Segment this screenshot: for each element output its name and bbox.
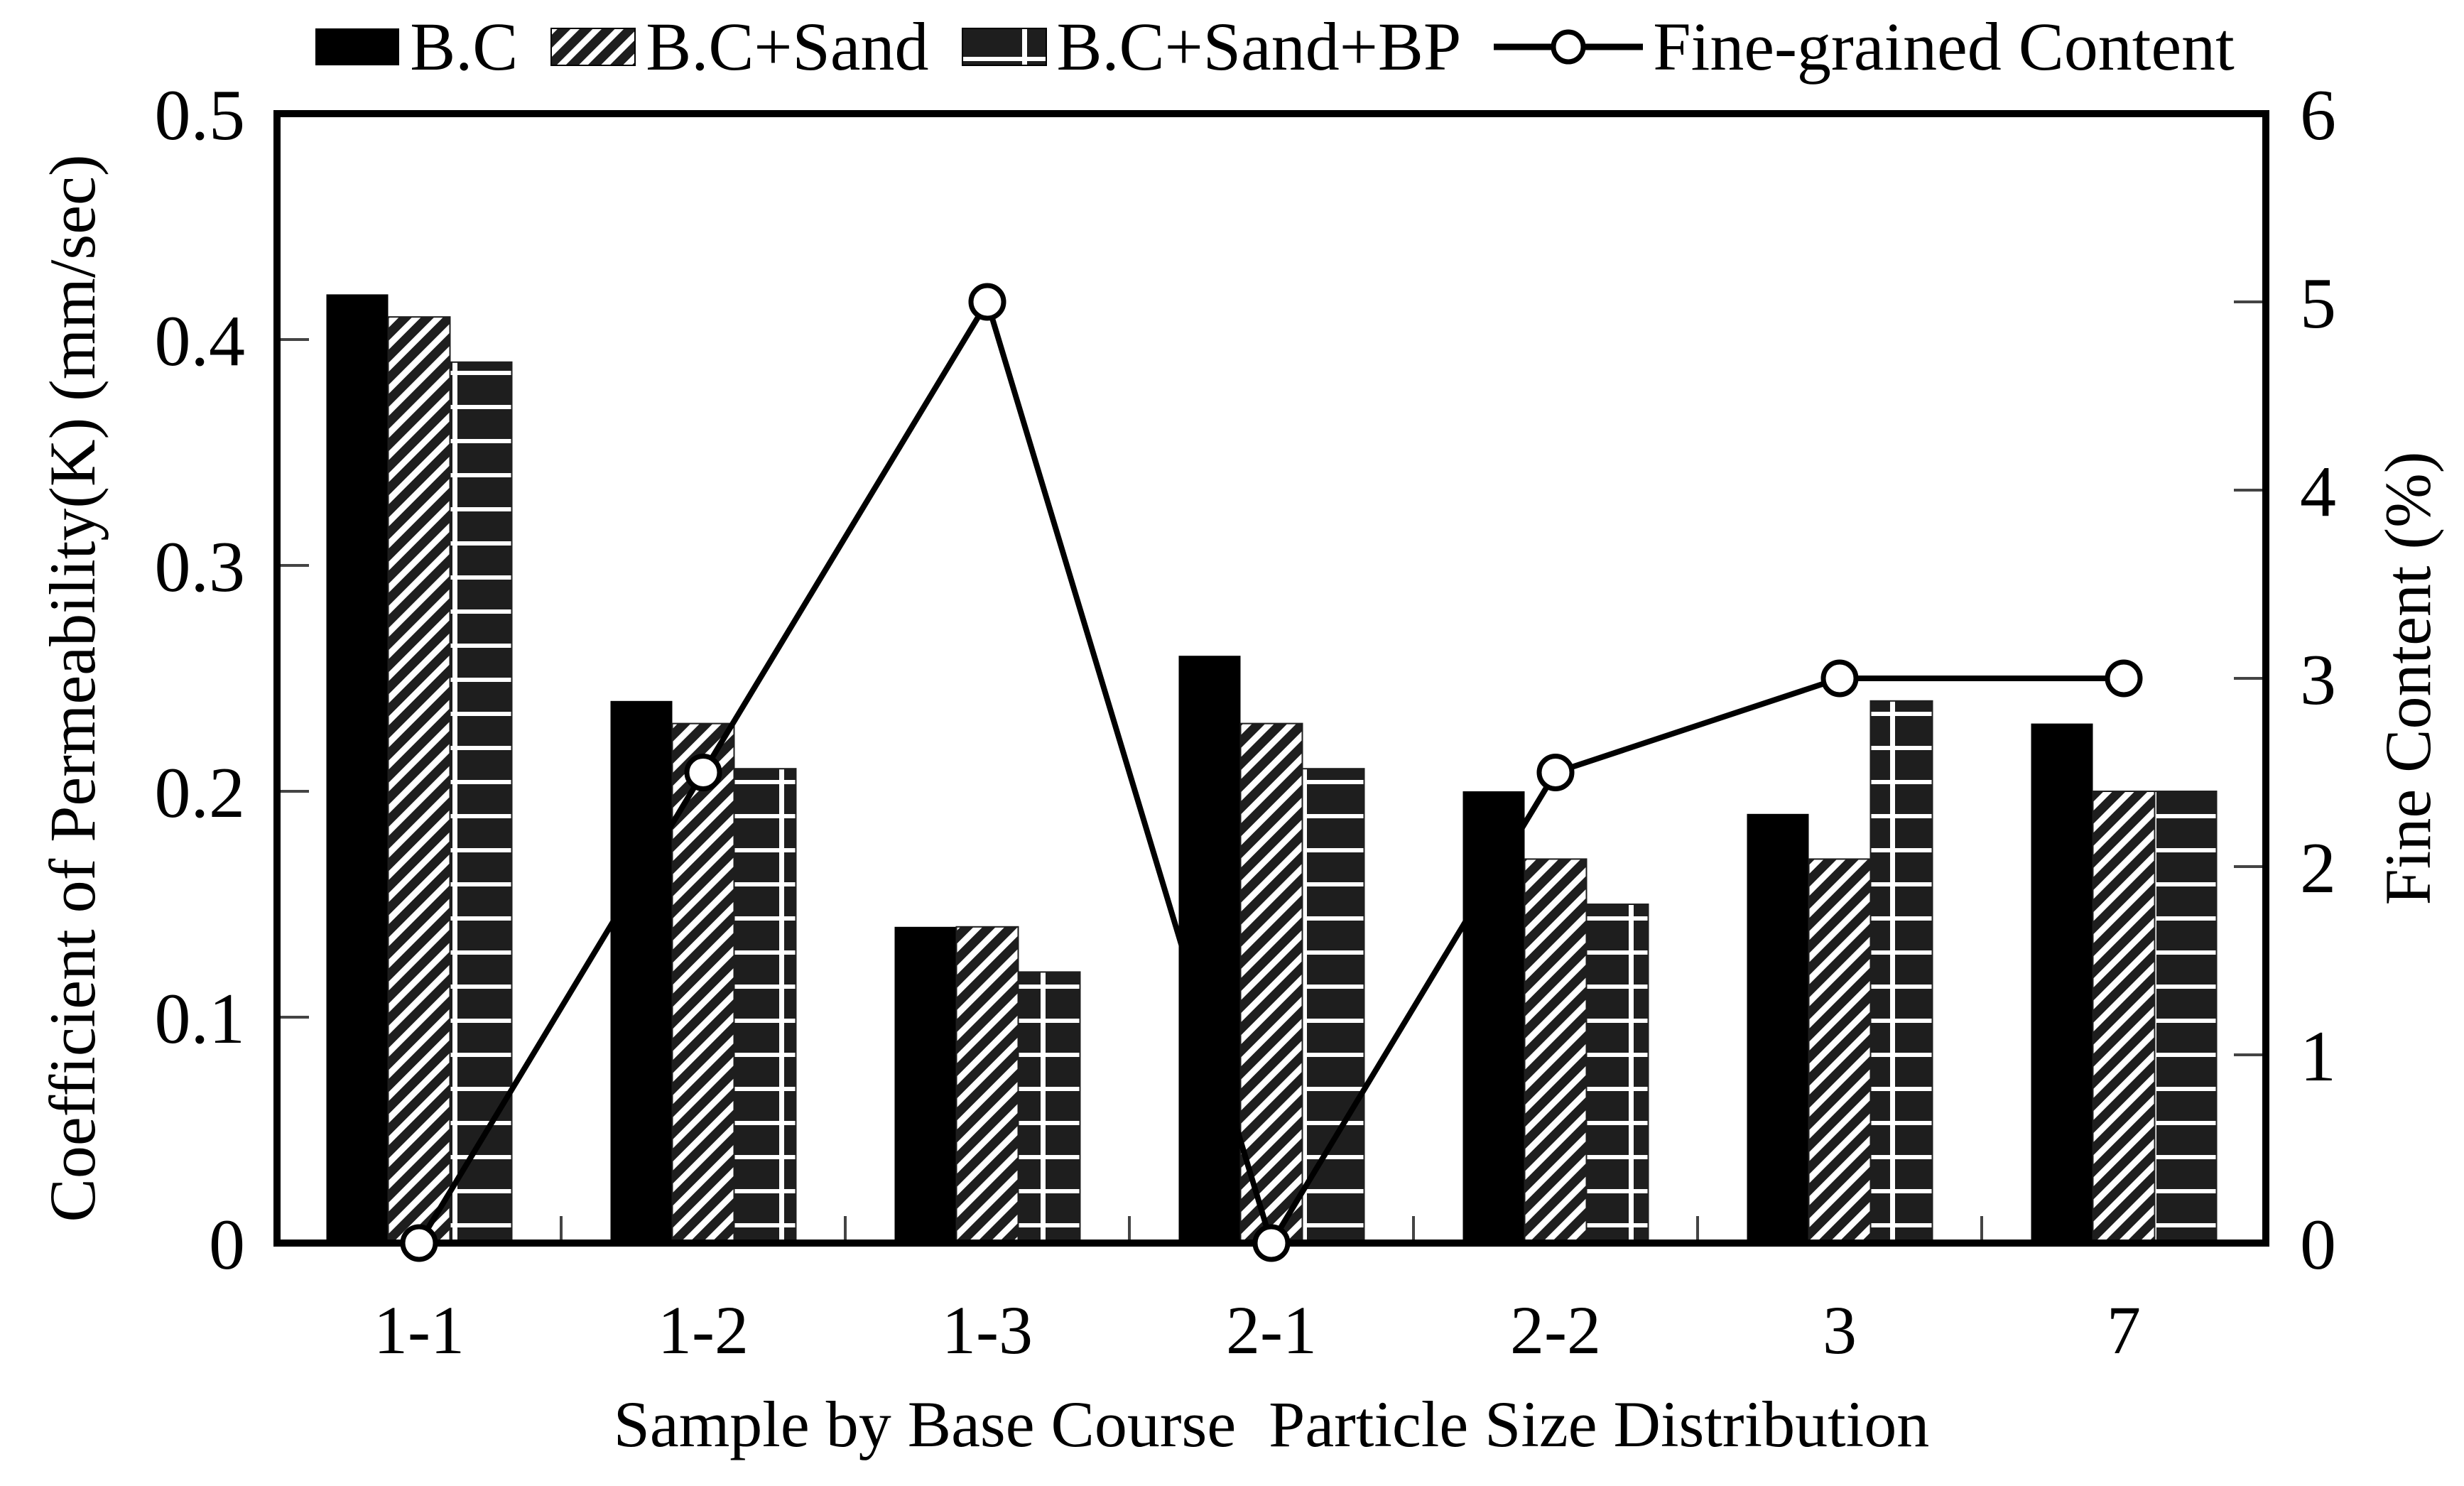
left-axis-label-0-4: 0.4 [155,301,246,381]
bar-series-group [326,294,2218,1244]
bar-b-c-3 [1747,813,1809,1243]
x-category-label-1-1: 1-1 [374,1292,465,1368]
bar-b-c-1-1 [326,294,389,1243]
x-category-label-1-2: 1-2 [658,1292,749,1368]
right-axis-title: Fine Content (%) [2372,451,2444,906]
x-category-label-3: 3 [1823,1292,1857,1368]
bar-b-c-sand-1-1 [387,316,451,1244]
marker-open-circle-1-3 [968,283,1006,321]
marker-open-circle-3 [1820,659,1859,698]
left-axis-title: Coefficient of Permeability(K) (mm/sec) [36,154,109,1222]
bar-b-c-1-3 [894,926,957,1243]
chart-legend: B.C B.C+Sand B.C+Sand+BP Fine-grained Conte… [85,6,2464,88]
bar-b-c-sand-7 [2092,791,2156,1244]
left-axis-label-0-1: 0.1 [155,979,246,1059]
legend-label: B.C [410,9,519,85]
legend-label: B.C+Sand [646,9,929,85]
bar-b-c-sand-2-2 [1524,858,1588,1244]
right-axis-label-4: 4 [2300,452,2336,532]
bar-b-c-sand-1-2 [671,722,735,1244]
bar-b-c-2-1 [1178,656,1241,1243]
right-axis-label-0: 0 [2300,1205,2336,1285]
bar-b-c-2-2 [1462,791,1525,1243]
bar-b-c-sand-1-3 [955,926,1019,1244]
bar-b-c-7 [2031,723,2093,1243]
right-axis-label-2: 2 [2300,828,2336,909]
bar-b-c-sand-bp-2-1 [1301,768,1365,1244]
left-axis-label-0-5: 0.5 [155,75,246,156]
right-axis-label-6: 6 [2300,75,2336,156]
bar-b-c-sand-bp-1-2 [733,768,797,1244]
legend-label: Fine-grained Content [1653,9,2235,85]
x-category-label-2-1: 2-1 [1226,1292,1317,1368]
legend-item-fine-grained-content: Fine-grained Content [1494,9,2235,85]
legend-label: B.C+Sand+BP [1056,9,1462,85]
line-marker-sample-icon [1494,29,1644,65]
marker-open-circle-7 [2105,659,2143,698]
left-axis-label-0-2: 0.2 [155,753,246,833]
left-axis-label-0: 0 [209,1205,245,1285]
bar-b-c-1-2 [610,700,673,1243]
legend-item-b-c-sand-bp: B.C+Sand+BP [961,9,1462,85]
right-axis-label-3: 3 [2300,640,2336,720]
bar-b-c-sand-bp-2-2 [1585,904,1649,1244]
bar-b-c-sand-bp-7 [2154,791,2218,1244]
left-axis-label-0-3: 0.3 [155,527,246,607]
swatch-solid-black-icon [315,28,400,65]
axis-ticks [281,300,2262,1240]
marker-open-circle-1-1 [400,1224,438,1262]
marker-open-circle-2-2 [1536,754,1575,791]
legend-item-b-c-sand: B.C+Sand [550,9,929,85]
x-category-label-7: 7 [2107,1292,2141,1368]
x-category-label-2-2: 2-2 [1510,1292,1601,1368]
right-axis-label-1: 1 [2300,1016,2336,1097]
legend-item-b-c: B.C [315,13,518,81]
marker-open-circle-2-1 [1252,1224,1291,1262]
x-axis-title: Sample by Base Course Particle Size Dist… [613,1388,1930,1460]
bar-b-c-sand-2-1 [1239,722,1303,1244]
bar-b-c-sand-bp-1-3 [1017,971,1081,1244]
bar-b-c-sand-3 [1808,858,1872,1244]
bar-b-c-sand-bp-1-1 [449,361,513,1244]
axis-tick-labels: 0.5 0.4 0.3 0.2 0.1 0 6 5 4 3 2 1 0 1-1 1-2 1-3 2-1 2-2 3 7 [155,75,2337,1368]
line-series-group [400,283,2143,1262]
swatch-diagonal-stripes-icon [550,28,636,66]
bar-b-c-sand-bp-3 [1869,700,1933,1244]
swatch-brick-grid-icon [961,28,1047,66]
marker-open-circle-1-2 [684,754,722,791]
right-axis-label-5: 5 [2300,264,2336,344]
x-category-label-1-3: 1-3 [942,1292,1033,1368]
